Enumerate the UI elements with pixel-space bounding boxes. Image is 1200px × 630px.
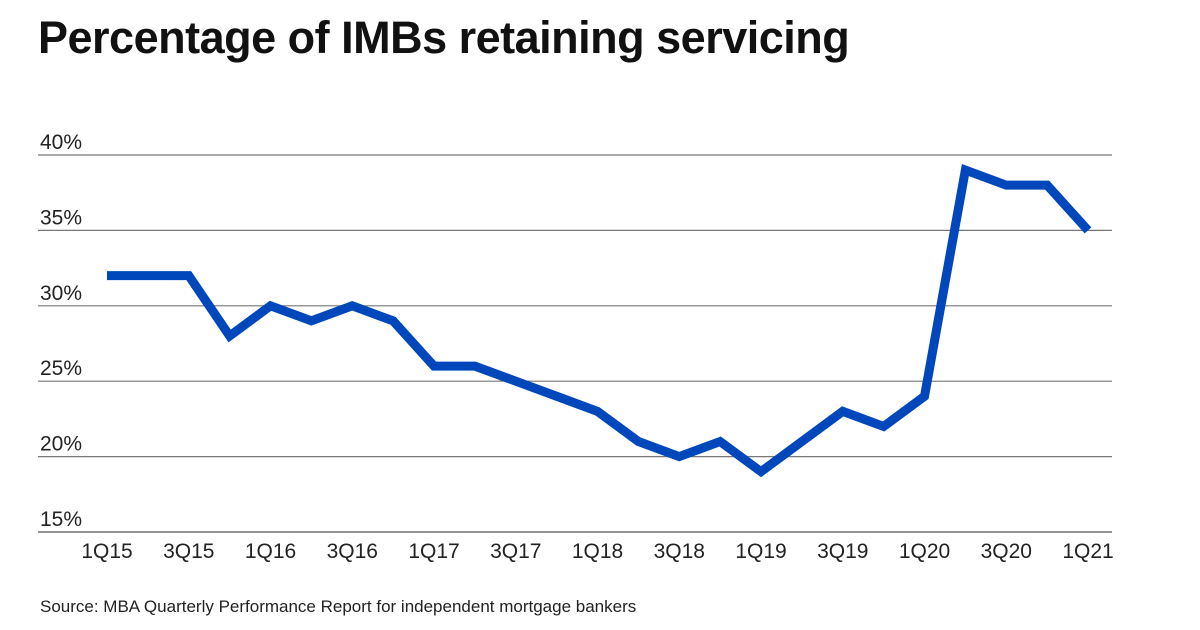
x-tick-label: 3Q16	[327, 540, 378, 563]
x-tick-label: 1Q15	[81, 540, 132, 563]
x-tick-label: 1Q19	[735, 540, 786, 563]
source-note: Source: MBA Quarterly Performance Report…	[40, 597, 637, 616]
y-tick-label: 40%	[40, 131, 82, 154]
x-tick-label: 1Q16	[245, 540, 296, 563]
x-tick-label: 3Q15	[163, 540, 214, 563]
y-tick-label: 35%	[40, 206, 82, 229]
x-tick-label: 1Q18	[572, 540, 623, 563]
x-tick-label: 1Q17	[408, 540, 459, 563]
x-tick-label: 1Q21	[1062, 540, 1113, 563]
x-tick-label: 3Q17	[490, 540, 541, 563]
y-tick-label: 30%	[40, 282, 82, 305]
x-tick-label: 3Q18	[654, 540, 705, 563]
chart-title: Percentage of IMBs retaining servicing	[38, 12, 850, 63]
x-tick-label: 3Q20	[981, 540, 1032, 563]
x-tick-label: 1Q20	[899, 540, 950, 563]
y-tick-label: 15%	[40, 508, 82, 531]
y-tick-label: 25%	[40, 357, 82, 380]
y-tick-label: 20%	[40, 433, 82, 456]
series-line	[107, 164, 1092, 478]
x-tick-label: 3Q19	[817, 540, 868, 563]
